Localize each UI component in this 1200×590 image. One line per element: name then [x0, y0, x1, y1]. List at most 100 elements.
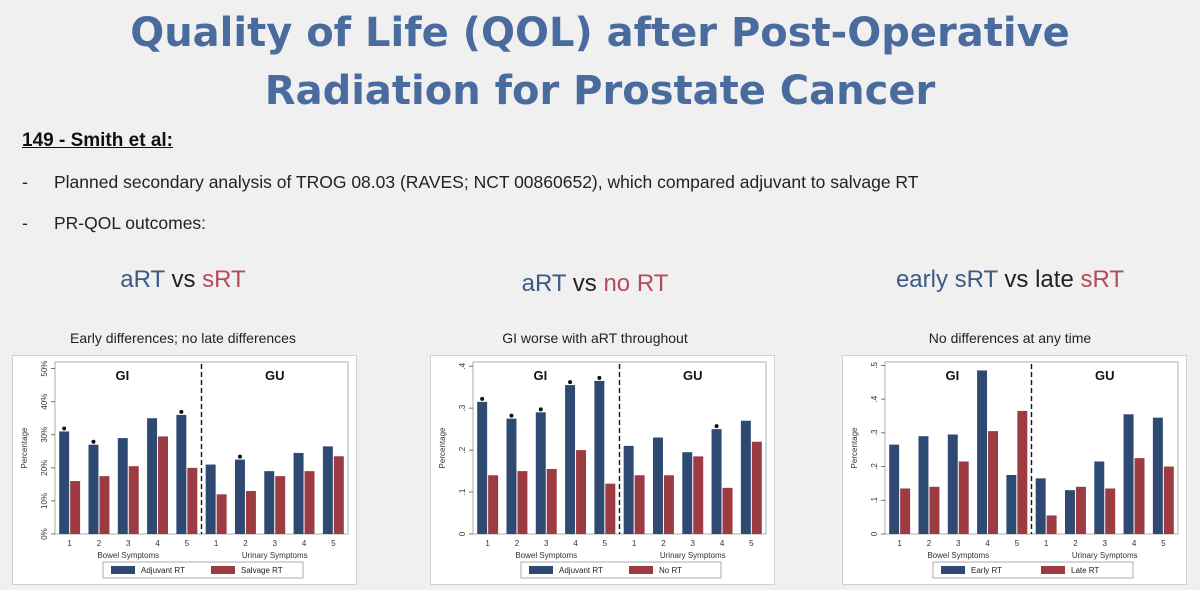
group-label-gi: GI [116, 368, 130, 383]
x-tick-label: 2 [1073, 539, 1078, 548]
bullet-marker: - [22, 213, 28, 233]
panel-3-head-b: sRT [1080, 266, 1125, 293]
y-tick-label: .3 [458, 404, 467, 411]
x-tick-label: 3 [691, 539, 696, 548]
significance-marker [480, 396, 485, 401]
significance-marker [179, 409, 184, 414]
significance-marker [714, 424, 719, 429]
panel-3-subtitle: No differences at any time [928, 330, 1092, 346]
y-axis-label: Percentage [438, 427, 447, 468]
bar-series-1 [889, 444, 900, 534]
bar-series-2 [958, 461, 969, 534]
x-tick-label: 5 [749, 539, 754, 548]
bar-series-1 [1035, 478, 1046, 534]
legend-label: Late RT [1071, 566, 1099, 575]
significance-marker [538, 407, 543, 412]
x-tick-label: 2 [927, 539, 932, 548]
bar-series-1 [117, 438, 128, 534]
panel-2-head-b: no RT [603, 270, 669, 297]
bullet-item: - Planned secondary analysis of TROG 08.0… [22, 172, 918, 213]
panel-2-subtitle: GI worse with aRT throughout [502, 330, 688, 346]
y-tick-label: .2 [458, 446, 467, 453]
x-tick-label: 1 [897, 539, 902, 548]
bar-series-2 [576, 450, 587, 534]
group-label-gu: GU [683, 368, 703, 383]
x-tick-label: 1 [632, 539, 637, 548]
x-tick-label: 1 [214, 539, 219, 548]
bar-series-1 [652, 437, 663, 534]
y-tick-label: .1 [870, 496, 879, 503]
significance-marker [62, 426, 67, 431]
chart-2: 0 .1 .2 .3 .4 Percentage GI GU 1 2 3 4 5 1 2 3 4 5 Bowel S… [430, 355, 775, 585]
x-tick-label: 3 [126, 539, 131, 548]
chart-3-svg: 0 .1 .2 .3 .4 .5 Percentage GI GU 1 2 3 4 5 1 2 3 4 5 Bowel… [850, 361, 1179, 579]
bar-series-1 [1123, 414, 1134, 534]
legend-swatch [1041, 566, 1065, 574]
bar-series-1 [205, 464, 216, 534]
bar-series-2 [634, 475, 645, 534]
y-tick-label: .4 [870, 395, 879, 402]
x-tick-label: 5 [331, 539, 336, 548]
bar-series-1 [535, 412, 546, 534]
panel-3-head-a: early sRT [895, 266, 998, 293]
bar-series-2 [751, 441, 762, 534]
x-axis-label-bowel: Bowel Symptoms [97, 551, 159, 560]
significance-marker [237, 454, 242, 459]
legend [520, 561, 722, 579]
bar-series-2 [605, 483, 616, 534]
x-tick-label: 4 [573, 539, 578, 548]
y-axis-label: Percentage [850, 427, 859, 468]
panel-3-heading: early sRT vs late sRT [850, 266, 1170, 294]
panel-1-heading: aRT vs sRT [38, 266, 328, 294]
bar-series-1 [234, 459, 245, 534]
y-tick-label: 0 [870, 531, 879, 536]
x-tick-label: 4 [720, 539, 725, 548]
x-tick-label: 1 [1044, 539, 1049, 548]
legend [102, 561, 304, 579]
bar-series-2 [187, 467, 198, 534]
bullet-text: PR-QOL outcomes: [54, 213, 207, 233]
panel-1-head-b: sRT [202, 266, 246, 293]
legend-label: Early RT [971, 566, 1002, 575]
x-tick-label: 3 [1103, 539, 1108, 548]
x-tick-label: 2 [515, 539, 520, 548]
legend-swatch [111, 566, 135, 574]
legend [932, 561, 1134, 579]
bar-series-1 [1094, 461, 1105, 534]
legend-label: Adjuvant RT [141, 566, 185, 575]
significance-marker [568, 380, 573, 385]
panel-1-subtitle: Early differences; no late differences [70, 330, 296, 346]
bar-series-1 [740, 420, 751, 534]
x-tick-label: 5 [603, 539, 608, 548]
bar-series-2 [929, 486, 940, 534]
group-label-gi: GI [946, 368, 960, 383]
chart-1: 0% 10% 20% 30% 40% 50% Percentage GI GU 1 2 3 4 5 1 2 3 4… [12, 355, 357, 585]
legend-swatch [629, 566, 653, 574]
y-tick-label: 40% [40, 394, 49, 410]
bar-series-1 [711, 429, 722, 534]
x-tick-label: 3 [956, 539, 961, 548]
y-tick-label: 0% [40, 528, 49, 540]
bar-series-2 [70, 481, 81, 534]
significance-marker [509, 413, 514, 418]
bar-series-2 [722, 487, 733, 534]
y-tick-label: .3 [870, 429, 879, 436]
bar-series-1 [59, 431, 70, 534]
bullet-marker: - [22, 172, 28, 192]
panel-2-head-vs: vs [566, 270, 604, 297]
legend-swatch [529, 566, 553, 574]
slide-title: Quality of Life (QOL) after Post-Operati… [0, 4, 1200, 120]
title-line-1: Quality of Life (QOL) after Post-Operati… [130, 10, 1070, 56]
bar-series-1 [1006, 474, 1017, 534]
bar-series-2 [1075, 486, 1086, 534]
panel-3-head-vs: vs late [997, 266, 1081, 293]
y-tick-label: 30% [40, 427, 49, 443]
bar-series-1 [623, 445, 634, 534]
bullet-text: Planned secondary analysis of TROG 08.03… [54, 172, 919, 192]
x-tick-label: 2 [243, 539, 248, 548]
study-heading: 149 - Smith et al: [22, 130, 173, 151]
title-line-2: Radiation for Prostate Cancer [264, 68, 936, 114]
bar-series-1 [293, 452, 304, 534]
panel-1-head-a: aRT [120, 266, 165, 293]
legend-swatch [941, 566, 965, 574]
